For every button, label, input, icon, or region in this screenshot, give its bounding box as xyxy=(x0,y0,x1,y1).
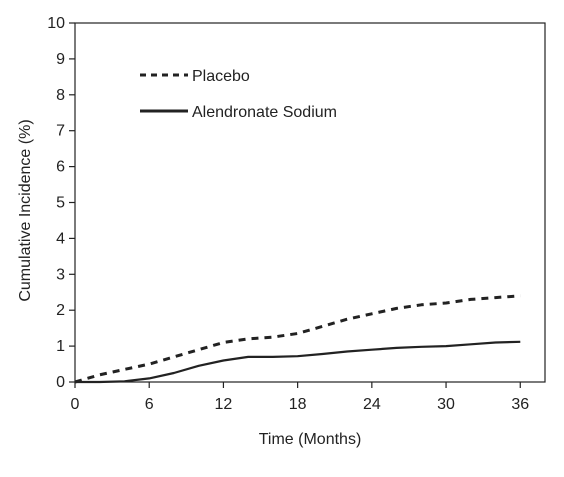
x-tick-label: 12 xyxy=(215,396,233,413)
series-line-alendronate-sodium xyxy=(75,340,521,384)
x-tick-label: 24 xyxy=(363,396,381,413)
y-tick-label: 10 xyxy=(47,15,65,32)
legend-label: Alendronate Sodium xyxy=(192,104,337,121)
y-tick-label: 3 xyxy=(56,266,65,283)
y-tick-label: 9 xyxy=(56,51,65,68)
x-tick-label: 0 xyxy=(71,396,80,413)
y-tick-label: 8 xyxy=(56,87,65,104)
y-tick-label: 4 xyxy=(56,230,65,247)
x-tick-label: 6 xyxy=(145,396,154,413)
y-tick-label: 6 xyxy=(56,159,65,176)
x-axis-title: Time (Months) xyxy=(259,431,362,448)
y-tick-label: 7 xyxy=(56,123,65,140)
y-tick-label: 5 xyxy=(56,195,65,212)
plot-frame xyxy=(74,22,546,383)
series-lines xyxy=(74,294,521,384)
x-tick-label: 18 xyxy=(289,396,307,413)
legend: Placebo Alendronate Sodium xyxy=(140,68,337,121)
y-axis-title: Cumulative Incidence (%) xyxy=(17,119,34,301)
y-tick-label: 2 xyxy=(56,302,65,319)
series-line-placebo xyxy=(74,294,521,384)
legend-label: Placebo xyxy=(192,68,250,85)
y-tick-label: 0 xyxy=(56,374,65,391)
x-tick-label: 30 xyxy=(437,396,455,413)
y-tick-label: 1 xyxy=(56,338,65,355)
x-tick-label: 36 xyxy=(511,396,529,413)
